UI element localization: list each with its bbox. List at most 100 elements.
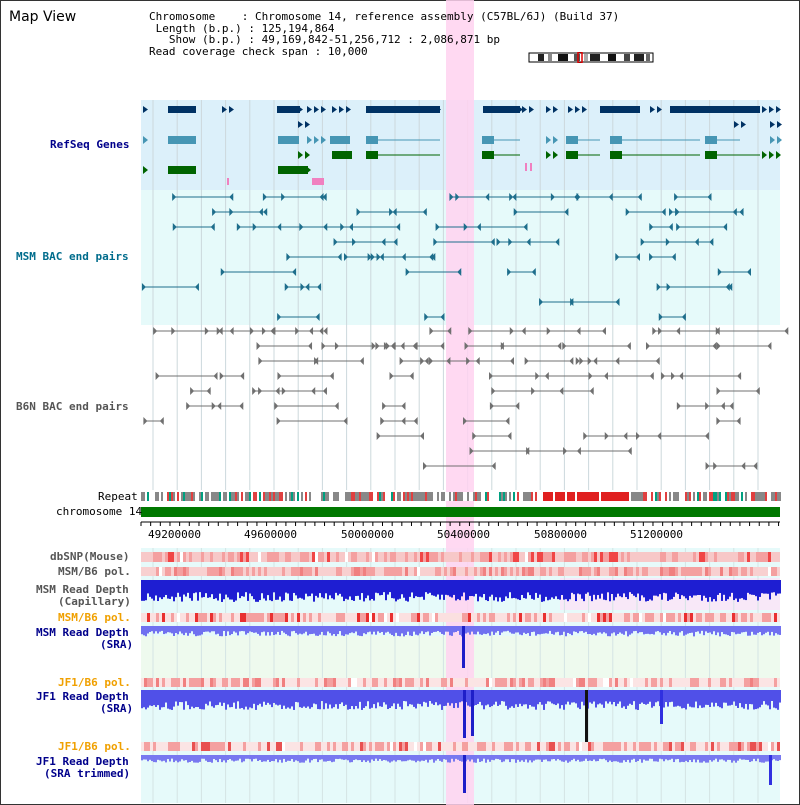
read-depth-bar (625, 626, 627, 632)
track-label-msm-b6-pol-2[interactable]: MSM/B6 pol. (58, 611, 131, 624)
read-depth-bar (603, 626, 605, 633)
repeat-segment (445, 492, 447, 501)
gene-arrow (741, 121, 746, 128)
repeat-segment (327, 492, 329, 501)
snp-density-cell (342, 742, 345, 751)
read-depth-bar (235, 755, 237, 761)
gene-arrow (776, 106, 781, 113)
snp-density-cell (531, 613, 534, 622)
read-depth-bar (299, 580, 301, 598)
track-label-repeat[interactable]: Repeat (98, 490, 138, 503)
bac-end-marker (405, 268, 410, 276)
track-label-jf1-depth-sra[interactable]: JF1 Read Depth (36, 690, 129, 703)
snp-density-cell (234, 742, 237, 751)
snp-density-cell (606, 742, 609, 751)
read-depth-bar (693, 626, 695, 637)
repeat-segment (363, 492, 365, 501)
read-depth-bar (761, 580, 763, 594)
read-depth-bar (715, 626, 717, 636)
track-label-jf1-b6-pol-1[interactable]: JF1/B6 pol. (58, 676, 131, 689)
snp-density-cell (753, 552, 756, 562)
read-depth-bar (639, 755, 641, 760)
snp-density-cell (312, 742, 315, 751)
read-depth-bar (715, 580, 717, 602)
track-label-msm-depth-capillary[interactable]: MSM Read Depth (36, 583, 129, 596)
read-depth-bar (751, 755, 753, 762)
read-depth-bar (707, 690, 709, 705)
read-depth-bar (715, 755, 717, 759)
read-depth-bar (285, 690, 287, 709)
snp-density-cell (255, 567, 258, 576)
snp-density-cell (768, 552, 771, 562)
bac-end-marker (767, 342, 772, 350)
snp-density-cell (468, 742, 471, 751)
read-depth-bar (545, 626, 547, 634)
read-depth-bar (147, 580, 149, 594)
read-depth-bar (153, 690, 155, 706)
track-label-jf1-depth-trimmed[interactable]: JF1 Read Depth (36, 755, 129, 768)
snp-density-cell (516, 552, 519, 562)
read-depth-bar (475, 755, 477, 763)
read-depth-bar (399, 626, 401, 637)
snp-density-cell (237, 552, 240, 562)
axis-tick-label: 50400000 (437, 528, 490, 541)
snp-density-cell (741, 552, 744, 562)
read-depth-bar (363, 626, 365, 634)
bac-end-marker (286, 253, 291, 261)
read-depth-bar (233, 580, 235, 602)
track-label-msm-b6-pol-1[interactable]: MSM/B6 pol. (58, 565, 131, 578)
bac-end-marker (229, 208, 234, 216)
read-depth-bar (149, 580, 151, 597)
bac-end-marker (409, 372, 414, 380)
chromosome-ideogram[interactable] (528, 52, 654, 63)
read-depth-bar (173, 626, 175, 636)
track-label-dbsnp[interactable]: dbSNP(Mouse) (50, 550, 130, 563)
read-depth-bar (277, 755, 279, 763)
gene-block (332, 151, 352, 159)
read-depth-bar (235, 690, 237, 709)
read-depth-bar (583, 626, 585, 633)
snp-density-cell (480, 742, 483, 751)
track-label-msm-depth-sra[interactable]: MSM Read Depth (36, 626, 129, 639)
repeat-segment (645, 492, 647, 501)
track-label-b6n-bac[interactable]: B6N BAC end pairs (16, 400, 129, 413)
read-depth-bar (269, 755, 271, 763)
read-depth-bar (461, 690, 463, 702)
bac-end-marker (217, 402, 222, 410)
read-depth-bar (423, 755, 425, 761)
snp-density-cell (438, 567, 441, 576)
read-depth-bar (375, 626, 377, 635)
repeat-segment (627, 492, 629, 501)
bac-end-marker (292, 268, 297, 276)
read-depth-bar (419, 690, 421, 705)
read-depth-bar (325, 580, 327, 594)
read-depth-bar (389, 580, 391, 593)
read-depth-bar (669, 626, 671, 631)
read-depth-bar (617, 580, 619, 594)
read-depth-bar (171, 690, 173, 710)
snp-density-cell (756, 742, 759, 751)
track-label-jf1-b6-pol-2[interactable]: JF1/B6 pol. (58, 740, 131, 753)
snp-density-cell (417, 552, 420, 562)
snp-density-cell (300, 552, 303, 562)
snp-density-cell (672, 567, 675, 576)
read-depth-bar (593, 626, 595, 634)
track-label-refseq[interactable]: RefSeq Genes (50, 138, 130, 151)
bac-end-marker (583, 432, 588, 440)
read-depth-bar (237, 626, 239, 636)
read-depth-bar (245, 626, 247, 635)
read-depth-bar (197, 690, 199, 708)
repeat-segment (225, 492, 227, 501)
snp-density-cell (756, 678, 759, 687)
snp-density-cell (663, 742, 666, 751)
read-depth-bar (479, 626, 481, 635)
snp-density-cell (753, 678, 756, 687)
snp-density-cell (768, 742, 771, 751)
snp-density-cell (456, 742, 459, 751)
snp-density-cell (246, 552, 249, 562)
snp-density-cell (282, 567, 285, 576)
snp-density-cell (744, 613, 747, 622)
snp-density-cell (387, 613, 390, 622)
track-label-msm-bac[interactable]: MSM BAC end pairs (16, 250, 129, 263)
